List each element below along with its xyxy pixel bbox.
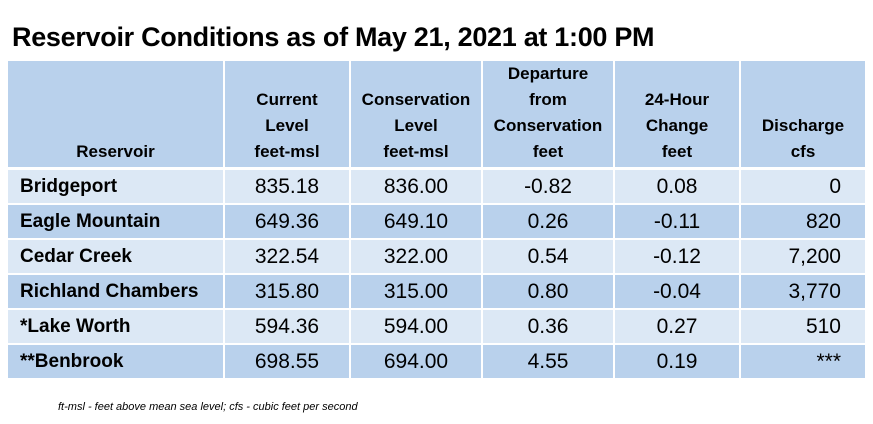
reservoir-name: Eagle Mountain [8, 204, 225, 240]
reservoir-table: Reservoir Current Level feet-msl Conserv… [8, 61, 865, 380]
current-level-cell: 315.80 [224, 274, 351, 310]
discharge-cell: 0 [740, 168, 865, 205]
header-24-hour-change: 24-Hour Change feet [614, 61, 741, 170]
conservation-level-cell: 649.10 [350, 204, 483, 240]
header-reservoir: Reservoir [8, 61, 225, 170]
departure-cell: 0.80 [482, 274, 615, 310]
table-row: Eagle Mountain 649.36 649.10 0.26 -0.11 … [8, 204, 865, 240]
page-title: Reservoir Conditions as of May 21, 2021 … [12, 22, 655, 52]
change-cell: -0.11 [614, 204, 741, 240]
discharge-cell: 3,770 [740, 274, 865, 310]
table-row: Cedar Creek 322.54 322.00 0.54 -0.12 7,2… [8, 239, 865, 275]
footnote: ft-msl - feet above mean sea level; cfs … [58, 401, 358, 413]
current-level-cell: 649.36 [224, 204, 351, 240]
conservation-level-cell: 694.00 [350, 344, 483, 380]
discharge-cell: 7,200 [740, 239, 865, 275]
change-cell: 0.27 [614, 309, 741, 345]
header-line: 24-Hour [644, 90, 710, 109]
header-line: Departure [507, 64, 589, 83]
header-line: Level [394, 116, 438, 135]
header-line: Conservation [493, 116, 603, 135]
reservoir-name: Bridgeport [8, 168, 225, 205]
header-line: from [529, 90, 567, 109]
header-line: feet [661, 142, 693, 161]
header-line: feet [532, 142, 564, 161]
reservoir-name: Cedar Creek [8, 239, 225, 275]
table-row: Richland Chambers 315.80 315.00 0.80 -0.… [8, 274, 865, 310]
change-cell: 0.19 [614, 344, 741, 380]
header-line: Conservation [361, 90, 471, 109]
header-current-level: Current Level feet-msl [224, 61, 351, 170]
change-cell: 0.08 [614, 168, 741, 205]
discharge-cell: 820 [740, 204, 865, 240]
header-discharge: Discharge cfs [740, 61, 865, 170]
change-cell: -0.12 [614, 239, 741, 275]
header-line: feet-msl [254, 142, 320, 161]
header-row: Reservoir Current Level feet-msl Conserv… [8, 61, 865, 170]
table-row: Bridgeport 835.18 836.00 -0.82 0.08 0 [8, 168, 865, 205]
departure-cell: 0.54 [482, 239, 615, 275]
header-line: cfs [790, 142, 816, 161]
departure-cell: 0.36 [482, 309, 615, 345]
header-line: Current [256, 90, 318, 109]
header-line: Discharge [761, 116, 845, 135]
departure-cell: -0.82 [482, 168, 615, 205]
departure-cell: 4.55 [482, 344, 615, 380]
discharge-cell: 510 [740, 309, 865, 345]
header-line: Reservoir [76, 142, 155, 161]
reservoir-name: *Lake Worth [8, 309, 225, 345]
header-line: Level [265, 116, 309, 135]
conservation-level-cell: 322.00 [350, 239, 483, 275]
departure-cell: 0.26 [482, 204, 615, 240]
table-row: *Lake Worth 594.36 594.00 0.36 0.27 510 [8, 309, 865, 345]
current-level-cell: 835.18 [224, 168, 351, 205]
conservation-level-cell: 594.00 [350, 309, 483, 345]
current-level-cell: 698.55 [224, 344, 351, 380]
discharge-cell: *** [740, 344, 865, 380]
current-level-cell: 322.54 [224, 239, 351, 275]
reservoir-name: Richland Chambers [8, 274, 225, 310]
header-line: Change [645, 116, 709, 135]
conservation-level-cell: 836.00 [350, 168, 483, 205]
header-line: feet-msl [383, 142, 449, 161]
current-level-cell: 594.36 [224, 309, 351, 345]
table-row: **Benbrook 698.55 694.00 4.55 0.19 *** [8, 344, 865, 380]
header-departure: Departure from Conservation feet [482, 61, 615, 170]
change-cell: -0.04 [614, 274, 741, 310]
conservation-level-cell: 315.00 [350, 274, 483, 310]
reservoir-name: **Benbrook [8, 344, 225, 380]
header-conservation-level: Conservation Level feet-msl [350, 61, 483, 170]
